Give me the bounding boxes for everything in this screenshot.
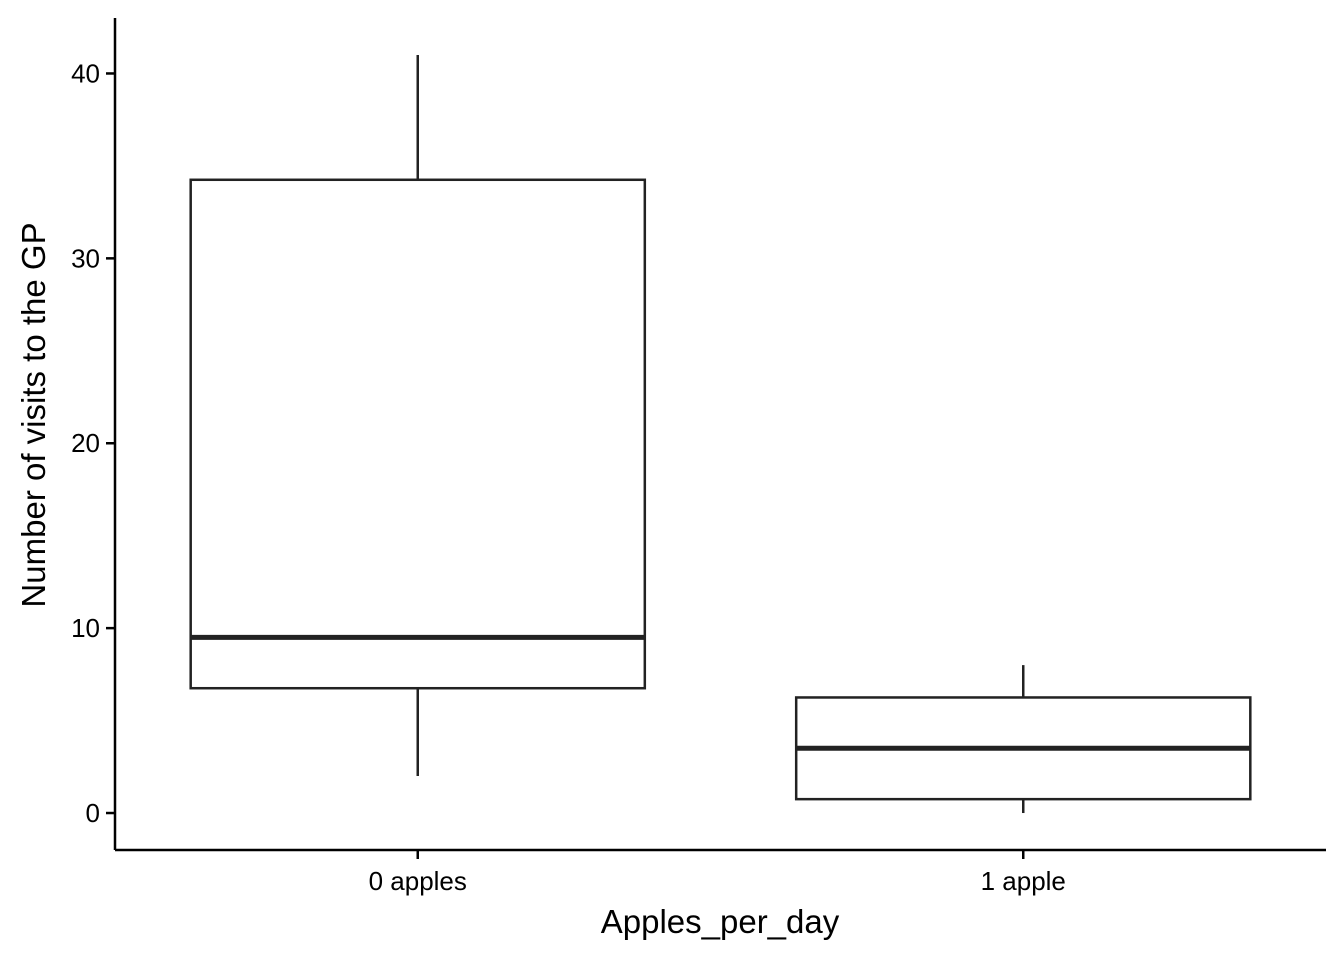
x-tick-label: 0 apples xyxy=(369,866,467,896)
axes: 0 10 20 30 40 0 apples 1 apple xyxy=(71,18,1326,896)
y-axis-title: Number of visits to the GP xyxy=(15,222,52,607)
box-group xyxy=(189,54,647,777)
x-axis-title: Apples_per_day xyxy=(601,903,840,940)
y-tick-label: 0 xyxy=(86,798,100,828)
y-tick-label: 20 xyxy=(71,428,100,458)
y-tick-label: 30 xyxy=(71,243,100,273)
box-iqr xyxy=(189,178,647,690)
x-tick-label: 1 apple xyxy=(981,866,1066,896)
box-group xyxy=(794,665,1252,814)
plot-area xyxy=(189,54,1252,814)
y-tick-label: 10 xyxy=(71,613,100,643)
y-tick-label: 40 xyxy=(71,58,100,88)
